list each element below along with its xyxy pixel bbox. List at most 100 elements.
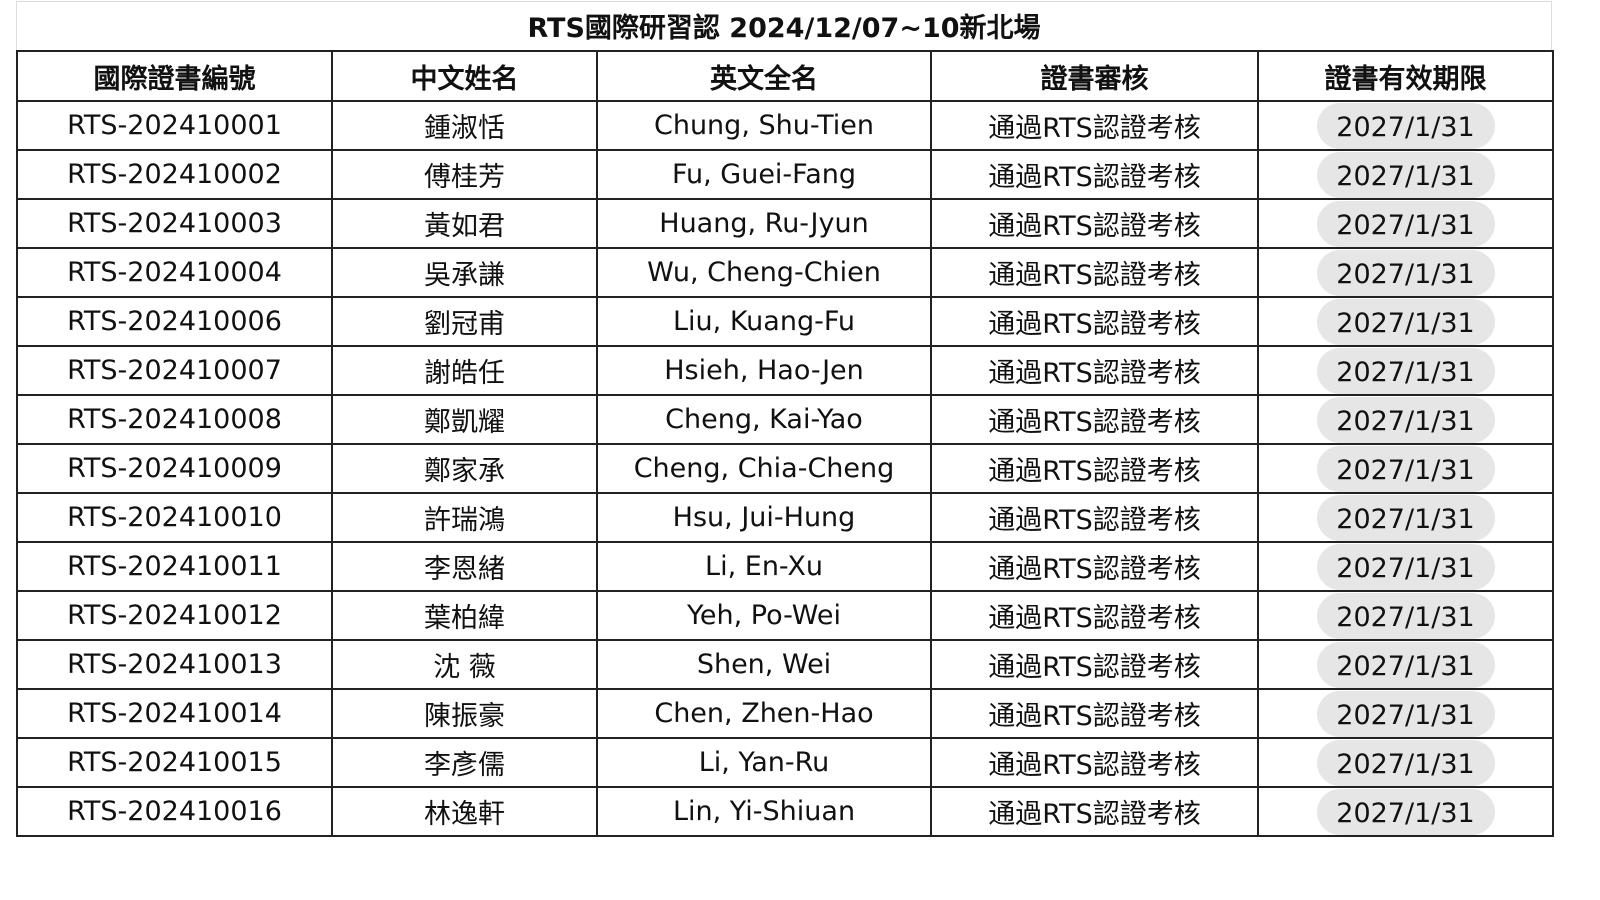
expiry-date-badge: 2027/1/31 xyxy=(1316,348,1495,393)
expiry-date-badge: 2027/1/31 xyxy=(1316,250,1495,295)
chinese-name-cell: 傅桂芳 xyxy=(331,149,598,200)
expiry-date-cell: 2027/1/31 xyxy=(1257,100,1554,151)
review-status-cell: 通過RTS認證考核 xyxy=(930,345,1259,396)
chinese-name-cell: 葉柏緯 xyxy=(331,590,598,641)
table-row: RTS-202410012 葉柏緯 Yeh, Po-Wei 通過RTS認證考核 2027… xyxy=(16,590,1554,641)
cert-id-cell: RTS-202410001 xyxy=(16,100,333,151)
review-status-cell: 通過RTS認證考核 xyxy=(930,443,1259,494)
chinese-name-cell: 李恩緒 xyxy=(331,541,598,592)
expiry-date-cell: 2027/1/31 xyxy=(1257,394,1554,445)
expiry-date-cell: 2027/1/31 xyxy=(1257,541,1554,592)
cert-id-cell: RTS-202410011 xyxy=(16,541,333,592)
expiry-date-badge: 2027/1/31 xyxy=(1316,299,1495,344)
expiry-date-cell: 2027/1/31 xyxy=(1257,590,1554,641)
english-name-cell: Li, En-Xu xyxy=(596,541,932,592)
chinese-name-cell: 沈 薇 xyxy=(331,639,598,690)
header-expiry: 證書有效期限 xyxy=(1257,50,1554,102)
table-row: RTS-202410008 鄭凱耀 Cheng, Kai-Yao 通過RTS認證考核 2… xyxy=(16,394,1554,445)
expiry-date-badge: 2027/1/31 xyxy=(1316,446,1495,491)
english-name-cell: Liu, Kuang-Fu xyxy=(596,296,932,347)
cert-id-cell: RTS-202410015 xyxy=(16,737,333,788)
cert-id-cell: RTS-202410008 xyxy=(16,394,333,445)
table-row: RTS-202410016 林逸軒 Lin, Yi-Shiuan 通過RTS認證考核 2… xyxy=(16,786,1554,837)
header-english-name: 英文全名 xyxy=(596,50,932,102)
table-row: RTS-202410015 李彥儒 Li, Yan-Ru 通過RTS認證考核 2027/… xyxy=(16,737,1554,788)
chinese-name-cell: 陳振豪 xyxy=(331,688,598,739)
english-name-cell: Hsu, Jui-Hung xyxy=(596,492,932,543)
chinese-name-cell: 許瑞鴻 xyxy=(331,492,598,543)
chinese-name-cell: 吳承謙 xyxy=(331,247,598,298)
expiry-date-badge: 2027/1/31 xyxy=(1316,789,1495,834)
expiry-date-badge: 2027/1/31 xyxy=(1316,495,1495,540)
expiry-date-cell: 2027/1/31 xyxy=(1257,786,1554,837)
cert-id-cell: RTS-202410003 xyxy=(16,198,333,249)
review-status-cell: 通過RTS認證考核 xyxy=(930,688,1259,739)
chinese-name-cell: 謝皓任 xyxy=(331,345,598,396)
page-title: RTS國際研習認 2024/12/07~10新北場 xyxy=(16,1,1552,50)
cert-id-cell: RTS-202410014 xyxy=(16,688,333,739)
table-row: RTS-202410014 陳振豪 Chen, Zhen-Hao 通過RTS認證考核 2… xyxy=(16,688,1554,739)
expiry-date-cell: 2027/1/31 xyxy=(1257,149,1554,200)
review-status-cell: 通過RTS認證考核 xyxy=(930,247,1259,298)
english-name-cell: Wu, Cheng-Chien xyxy=(596,247,932,298)
review-status-cell: 通過RTS認證考核 xyxy=(930,541,1259,592)
english-name-cell: Chung, Shu-Tien xyxy=(596,100,932,151)
expiry-date-cell: 2027/1/31 xyxy=(1257,443,1554,494)
review-status-cell: 通過RTS認證考核 xyxy=(930,639,1259,690)
english-name-cell: Li, Yan-Ru xyxy=(596,737,932,788)
header-chinese-name: 中文姓名 xyxy=(331,50,598,102)
review-status-cell: 通過RTS認證考核 xyxy=(930,737,1259,788)
review-status-cell: 通過RTS認證考核 xyxy=(930,296,1259,347)
expiry-date-badge: 2027/1/31 xyxy=(1316,103,1495,148)
english-name-cell: Shen, Wei xyxy=(596,639,932,690)
english-name-cell: Lin, Yi-Shiuan xyxy=(596,786,932,837)
header-cert-id: 國際證書編號 xyxy=(16,50,333,102)
cert-id-cell: RTS-202410007 xyxy=(16,345,333,396)
english-name-cell: Fu, Guei-Fang xyxy=(596,149,932,200)
cert-id-cell: RTS-202410002 xyxy=(16,149,333,200)
english-name-cell: Cheng, Kai-Yao xyxy=(596,394,932,445)
expiry-date-cell: 2027/1/31 xyxy=(1257,345,1554,396)
cert-id-cell: RTS-202410006 xyxy=(16,296,333,347)
review-status-cell: 通過RTS認證考核 xyxy=(930,149,1259,200)
chinese-name-cell: 鄭凱耀 xyxy=(331,394,598,445)
cert-id-cell: RTS-202410013 xyxy=(16,639,333,690)
table-row: RTS-202410013 沈 薇 Shen, Wei 通過RTS認證考核 2027/1… xyxy=(16,639,1554,690)
chinese-name-cell: 劉冠甫 xyxy=(331,296,598,347)
table-row: RTS-202410004 吳承謙 Wu, Cheng-Chien 通過RTS認證考核… xyxy=(16,247,1554,298)
cert-id-cell: RTS-202410012 xyxy=(16,590,333,641)
header-row: 國際證書編號 中文姓名 英文全名 證書審核 證書有效期限 xyxy=(16,50,1554,102)
table-row: RTS-202410001 鍾淑恬 Chung, Shu-Tien 通過RTS認證考核… xyxy=(16,100,1554,151)
expiry-date-cell: 2027/1/31 xyxy=(1257,639,1554,690)
chinese-name-cell: 林逸軒 xyxy=(331,786,598,837)
review-status-cell: 通過RTS認證考核 xyxy=(930,198,1259,249)
table-row: RTS-202410007 謝皓任 Hsieh, Hao-Jen 通過RTS認證考核 2… xyxy=(16,345,1554,396)
table-row: RTS-202410010 許瑞鴻 Hsu, Jui-Hung 通過RTS認證考核 20… xyxy=(16,492,1554,543)
table-row: RTS-202410006 劉冠甫 Liu, Kuang-Fu 通過RTS認證考核 20… xyxy=(16,296,1554,347)
english-name-cell: Hsieh, Hao-Jen xyxy=(596,345,932,396)
review-status-cell: 通過RTS認證考核 xyxy=(930,394,1259,445)
cert-id-cell: RTS-202410004 xyxy=(16,247,333,298)
expiry-date-badge: 2027/1/31 xyxy=(1316,201,1495,246)
expiry-date-cell: 2027/1/31 xyxy=(1257,688,1554,739)
expiry-date-cell: 2027/1/31 xyxy=(1257,296,1554,347)
certificate-table: 國際證書編號 中文姓名 英文全名 證書審核 證書有效期限 RTS-2024100… xyxy=(16,50,1554,837)
english-name-cell: Cheng, Chia-Cheng xyxy=(596,443,932,494)
review-status-cell: 通過RTS認證考核 xyxy=(930,100,1259,151)
expiry-date-badge: 2027/1/31 xyxy=(1316,642,1495,687)
certificate-list: RTS國際研習認 2024/12/07~10新北場 國際證書編號 中文姓名 英文… xyxy=(16,1,1554,837)
expiry-date-badge: 2027/1/31 xyxy=(1316,740,1495,785)
table-row: RTS-202410003 黃如君 Huang, Ru-Jyun 通過RTS認證考核 2… xyxy=(16,198,1554,249)
cert-id-cell: RTS-202410009 xyxy=(16,443,333,494)
english-name-cell: Yeh, Po-Wei xyxy=(596,590,932,641)
english-name-cell: Huang, Ru-Jyun xyxy=(596,198,932,249)
table-row: RTS-202410002 傅桂芳 Fu, Guei-Fang 通過RTS認證考核 20… xyxy=(16,149,1554,200)
review-status-cell: 通過RTS認證考核 xyxy=(930,786,1259,837)
chinese-name-cell: 李彥儒 xyxy=(331,737,598,788)
table-row: RTS-202410011 李恩緒 Li, En-Xu 通過RTS認證考核 2027/1… xyxy=(16,541,1554,592)
expiry-date-badge: 2027/1/31 xyxy=(1316,593,1495,638)
header-review: 證書審核 xyxy=(930,50,1259,102)
expiry-date-cell: 2027/1/31 xyxy=(1257,737,1554,788)
expiry-date-cell: 2027/1/31 xyxy=(1257,198,1554,249)
expiry-date-cell: 2027/1/31 xyxy=(1257,247,1554,298)
